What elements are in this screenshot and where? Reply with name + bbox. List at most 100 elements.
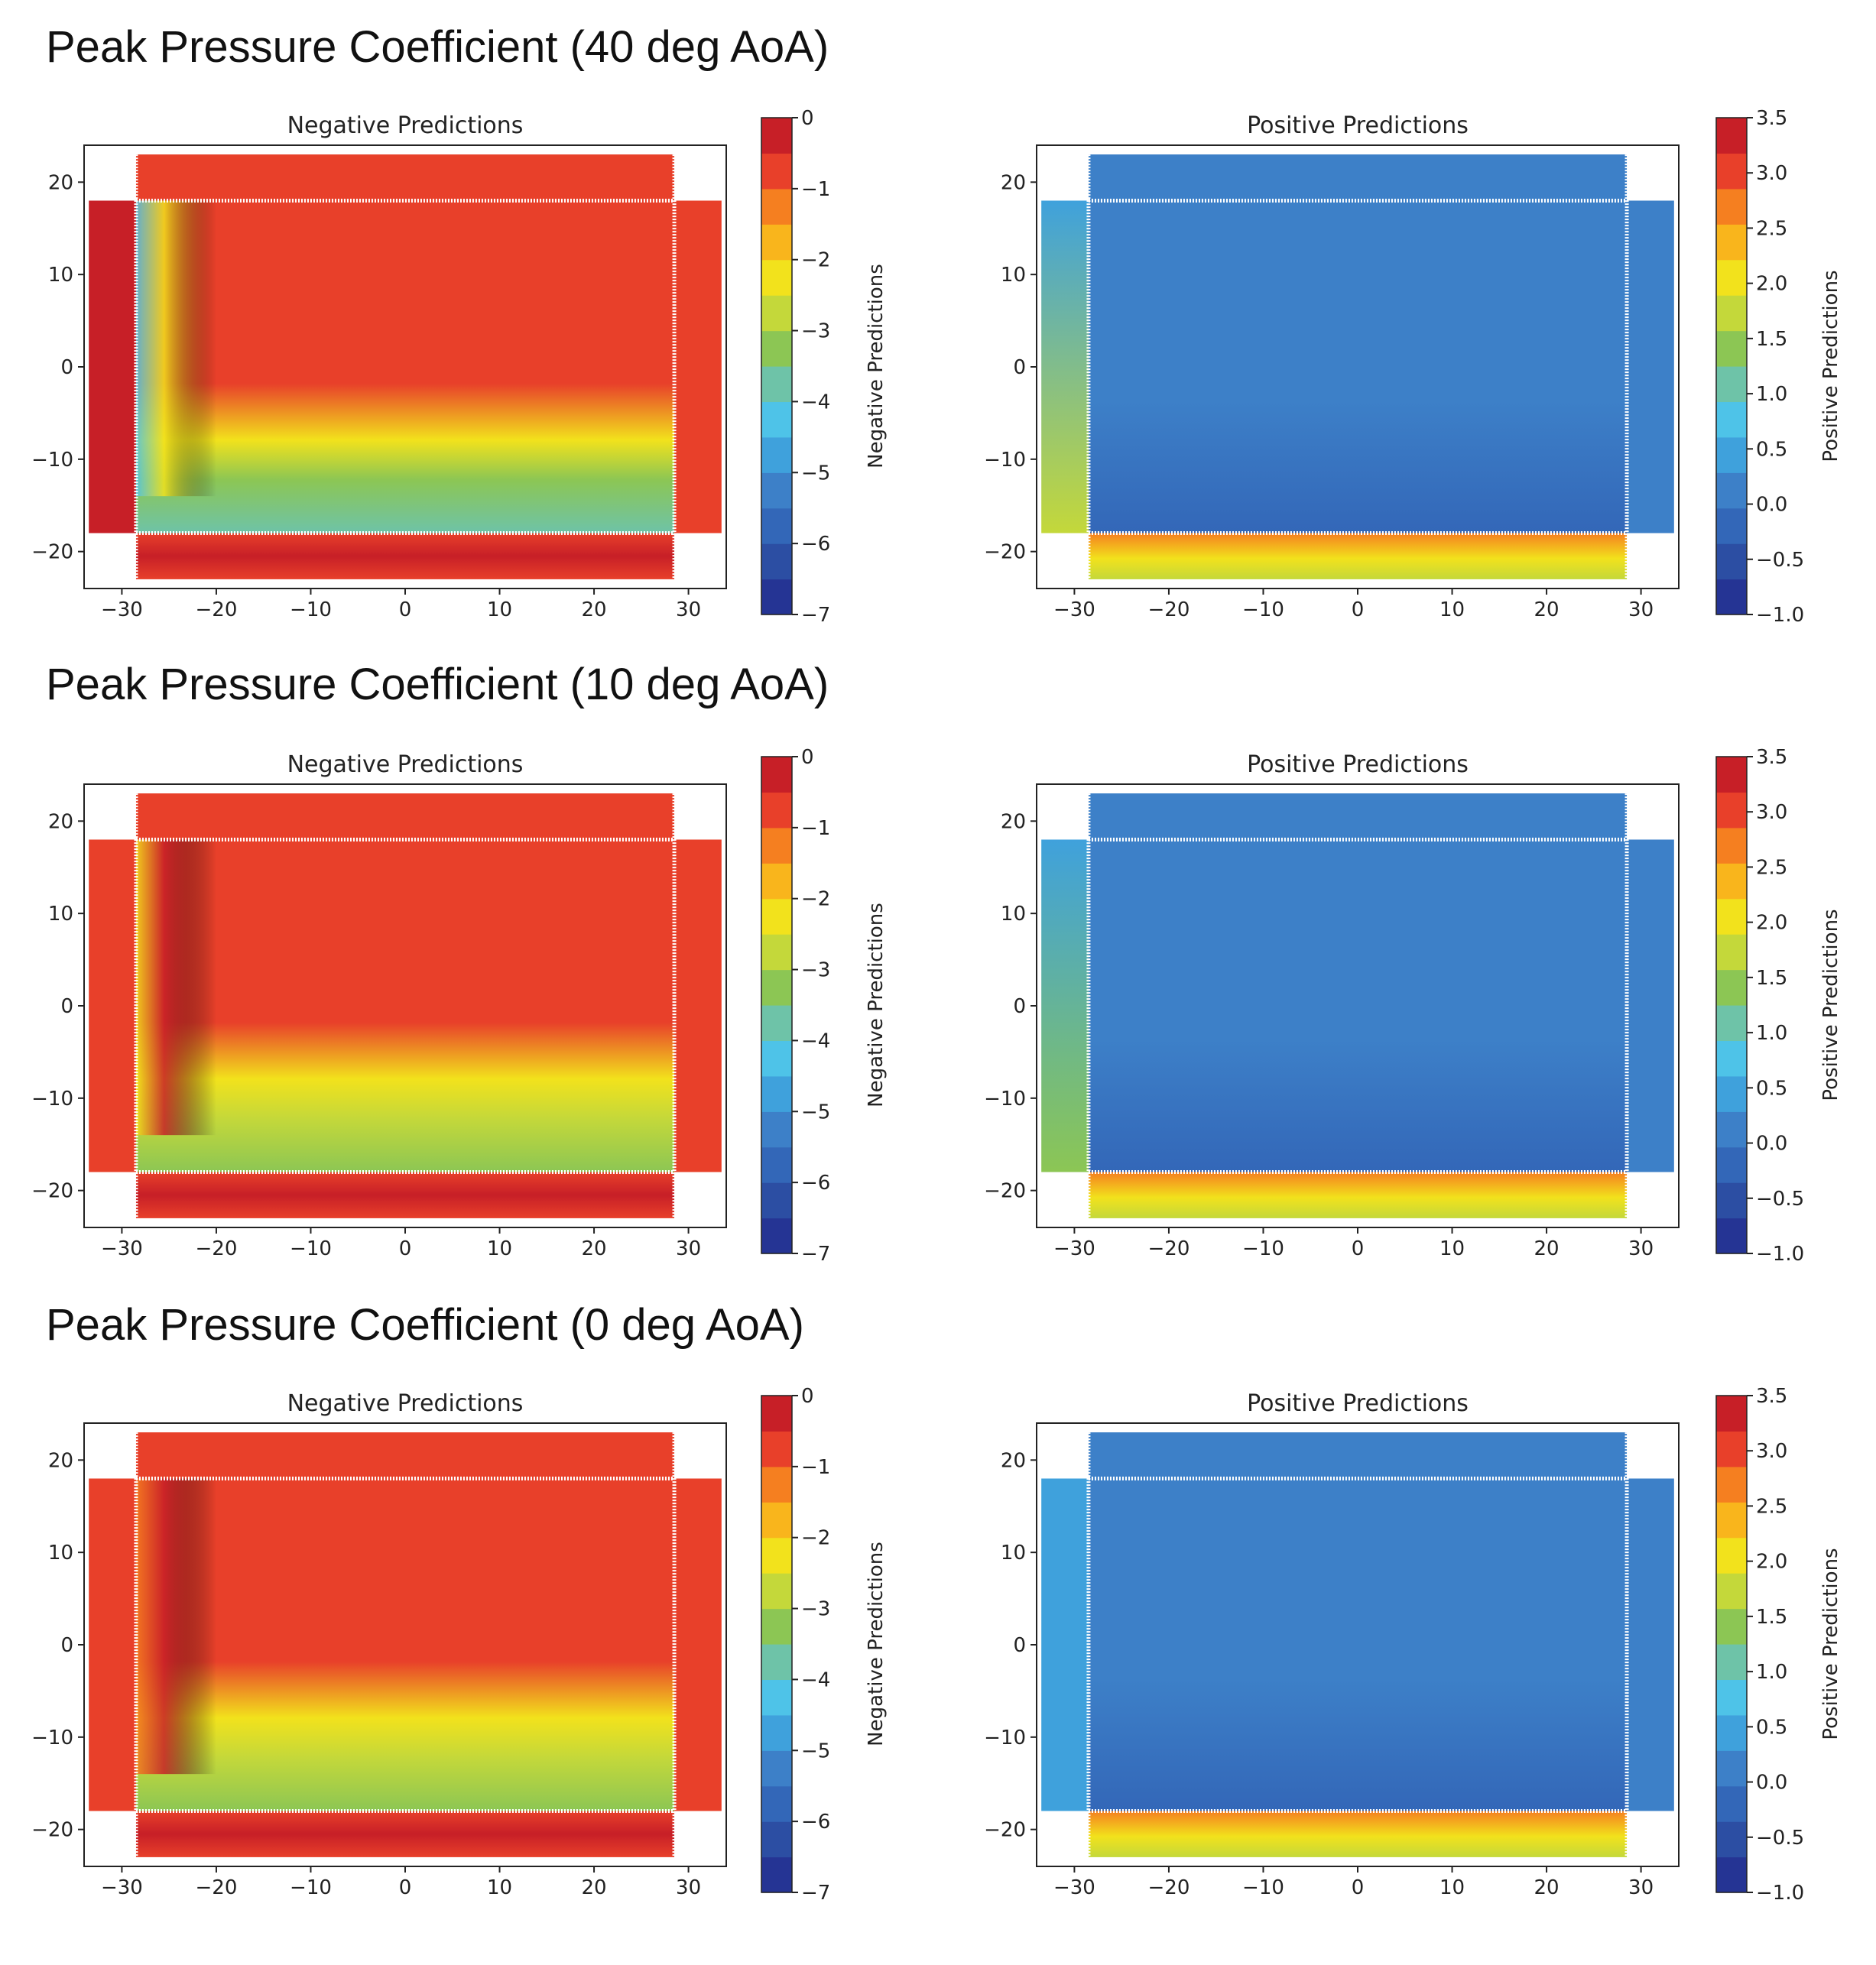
panel-positive-0-colorbar-tick-label: 1.0 xyxy=(1756,1661,1787,1684)
panel-positive-10-xtick-label: −20 xyxy=(1148,1237,1190,1260)
panel-negative-40-leading-edge xyxy=(135,200,216,497)
panel-positive-40-colorbar-tick-label: 1.0 xyxy=(1756,383,1787,406)
panel-positive-0-colorbar-tick-label: 1.5 xyxy=(1756,1606,1787,1629)
panel-negative-0-xtick-label: 20 xyxy=(582,1876,607,1899)
panel-positive-10-colorbar-step xyxy=(1716,757,1747,793)
panel-negative-40-xtick-label: 10 xyxy=(487,598,512,621)
panel-negative-0-colorbar-label: Negative Predictions xyxy=(865,1542,888,1746)
panel-positive-40-colorbar-step xyxy=(1716,153,1747,190)
panel-positive-40-colorbar-step xyxy=(1716,259,1747,296)
panel-positive-0-right-wall xyxy=(1627,1478,1674,1811)
panel-positive-10-colorbar-step xyxy=(1716,934,1747,971)
panel-negative-10-colorbar-tick-label: −4 xyxy=(801,1030,830,1052)
panel-negative-0-colorbar-frame xyxy=(761,1395,793,1893)
panel-positive-0-top-wall xyxy=(1088,1432,1628,1479)
panel-negative-10-leading-edge xyxy=(135,839,216,1136)
panel-positive-40-xtick-label: −10 xyxy=(1242,598,1284,621)
panel-positive-10-windward-wall xyxy=(1088,1172,1628,1218)
panel-negative-40-colorbar-tick-label: −2 xyxy=(801,249,830,272)
panel-positive-0-ytick-label: 10 xyxy=(1001,1542,1026,1565)
panel-negative-10-left-wall xyxy=(89,839,136,1172)
panel-positive-10-colorbar-step xyxy=(1716,863,1747,900)
panel-positive-10-colorbar-tick-label: −0.5 xyxy=(1756,1188,1804,1211)
panel-positive-40-colorbar-step xyxy=(1716,188,1747,225)
panel-positive-0-colorbar-step xyxy=(1716,1608,1747,1645)
panel-negative-0-colorbar-step xyxy=(761,1537,792,1574)
panel-negative-0-roof xyxy=(135,1478,675,1811)
panel-positive-10-colorbar-tick-label: 3.0 xyxy=(1756,801,1787,824)
panel-negative-0-colorbar-step xyxy=(761,1466,792,1503)
panel-positive-40-colorbar-step xyxy=(1716,579,1747,615)
panel-negative-0-xtick-label: −10 xyxy=(290,1876,332,1899)
panel-positive-0-xtick-label: 0 xyxy=(1352,1876,1365,1899)
panel-negative-0-colorbar-step xyxy=(761,1856,792,1893)
panel-negative-0-colorbar-step xyxy=(761,1608,792,1645)
panel-positive-40-xtick-label: −30 xyxy=(1053,598,1095,621)
panel-positive-0-colorbar-tick-label: −1.0 xyxy=(1756,1882,1804,1905)
panel-positive-40: Positive Predictions −30 −20 −10 0 10 20 30 −20 −… xyxy=(984,107,1842,627)
panel-negative-40-windward-wall xyxy=(135,533,675,579)
panel-negative-40-colorbar-step xyxy=(761,579,792,615)
panel-positive-0-colorbar-step xyxy=(1716,1679,1747,1716)
panel-positive-10-xtick-label: 0 xyxy=(1352,1237,1365,1260)
panel-negative-10: Negative Predictions−30 −20 −10 0 10 20 30−20−… xyxy=(31,746,888,1266)
panel-negative-40-colorbar-step xyxy=(761,472,792,509)
panel-negative-40-colorbar-step xyxy=(761,118,792,154)
panel-positive-40-colorbar-step xyxy=(1716,330,1747,367)
panel-positive-0-left-wall xyxy=(1041,1478,1089,1811)
panel-positive-40-colorbar-step xyxy=(1716,507,1747,544)
panel-negative-0-colorbar-tick-label: −7 xyxy=(801,1882,830,1905)
panel-negative-40-xtick-label: 20 xyxy=(582,598,607,621)
panel-positive-40-colorbar-frame xyxy=(1715,117,1748,615)
panel-positive-10-colorbar-tick-label: −1.0 xyxy=(1756,1243,1804,1266)
panel-negative-0-xtick-label: −30 xyxy=(101,1876,143,1899)
panel-negative-40-colorbar-step xyxy=(761,259,792,296)
panel-positive-0-colorbar-step xyxy=(1716,1431,1747,1467)
panel-negative-40-ytick-label: 0 xyxy=(60,356,73,379)
panel-negative-10-colorbar-step xyxy=(761,863,792,900)
panel-positive-10-colorbar-step xyxy=(1716,1005,1747,1042)
panel-negative-0-colorbar-tick-label: −2 xyxy=(801,1527,830,1550)
panel-positive-0-ytick-label: −10 xyxy=(984,1727,1026,1749)
panel-negative-10-colorbar-step xyxy=(761,898,792,935)
panel-negative-40-colorbar-step xyxy=(761,330,792,367)
panel-positive-0-colorbar-tick-label: 0.0 xyxy=(1756,1772,1787,1795)
panel-negative-0-colorbar-step xyxy=(761,1785,792,1822)
panel-negative-10-colorbar-step xyxy=(761,969,792,1006)
panel-positive-40-roof xyxy=(1088,200,1628,533)
panel-positive-10-colorbar-label: Positive Predictions xyxy=(1819,909,1842,1101)
panel-negative-0-title: Negative Predictions xyxy=(287,1390,524,1417)
panel-positive-0-colorbar-step xyxy=(1716,1821,1747,1858)
panel-positive-10-colorbar-step xyxy=(1716,969,1747,1006)
panel-positive-0-colorbar-step xyxy=(1716,1856,1747,1893)
panel-positive-10-colorbar-step xyxy=(1716,1146,1747,1183)
panel-negative-0-colorbar-step xyxy=(761,1573,792,1610)
panel-positive-40-ytick-label: 0 xyxy=(1013,356,1026,379)
panel-positive-0-colorbar-step xyxy=(1716,1396,1747,1432)
panel-positive-40-xtick-label: 0 xyxy=(1352,598,1365,621)
panel-positive-40-ytick-label: −10 xyxy=(984,449,1026,472)
panel-negative-0-colorbar-step xyxy=(761,1750,792,1787)
panel-positive-10-ytick-label: −10 xyxy=(984,1088,1026,1111)
panel-positive-10-colorbar-step xyxy=(1716,1040,1747,1077)
panel-negative-10-colorbar-label: Negative Predictions xyxy=(865,903,888,1107)
section-title-0: Peak Pressure Coefficient (0 deg AoA) xyxy=(46,1300,804,1350)
panel-negative-40-right-wall xyxy=(674,200,722,533)
panel-negative-0-colorbar-tick-label: −5 xyxy=(801,1740,830,1762)
panel-positive-40-right-wall xyxy=(1627,200,1674,533)
panel-negative-0-colorbar-tick-label: −1 xyxy=(801,1456,830,1479)
panel-negative-40-colorbar-tick-label: −7 xyxy=(801,604,830,627)
panel-negative-10-colorbar-step xyxy=(761,934,792,971)
panel-negative-10-colorbar-tick-label: −7 xyxy=(801,1243,830,1266)
panel-positive-10: Positive Predictions −30 −20 −10 0 10 20 30 −20 −… xyxy=(984,746,1842,1266)
panel-negative-0-ytick-label: 0 xyxy=(60,1634,73,1657)
panel-negative-0-left-wall xyxy=(89,1478,136,1811)
panel-positive-0-xtick-label: 20 xyxy=(1534,1876,1560,1899)
panel-positive-10-title: Positive Predictions xyxy=(1247,751,1469,778)
panel-negative-0-colorbar-step xyxy=(761,1644,792,1681)
panel-positive-0-xtick-label: −30 xyxy=(1053,1876,1095,1899)
panel-negative-40-colorbar-step xyxy=(761,401,792,438)
panel-positive-10-xtick-label: −10 xyxy=(1242,1237,1284,1260)
panel-positive-10-ytick-label: −20 xyxy=(984,1180,1026,1203)
